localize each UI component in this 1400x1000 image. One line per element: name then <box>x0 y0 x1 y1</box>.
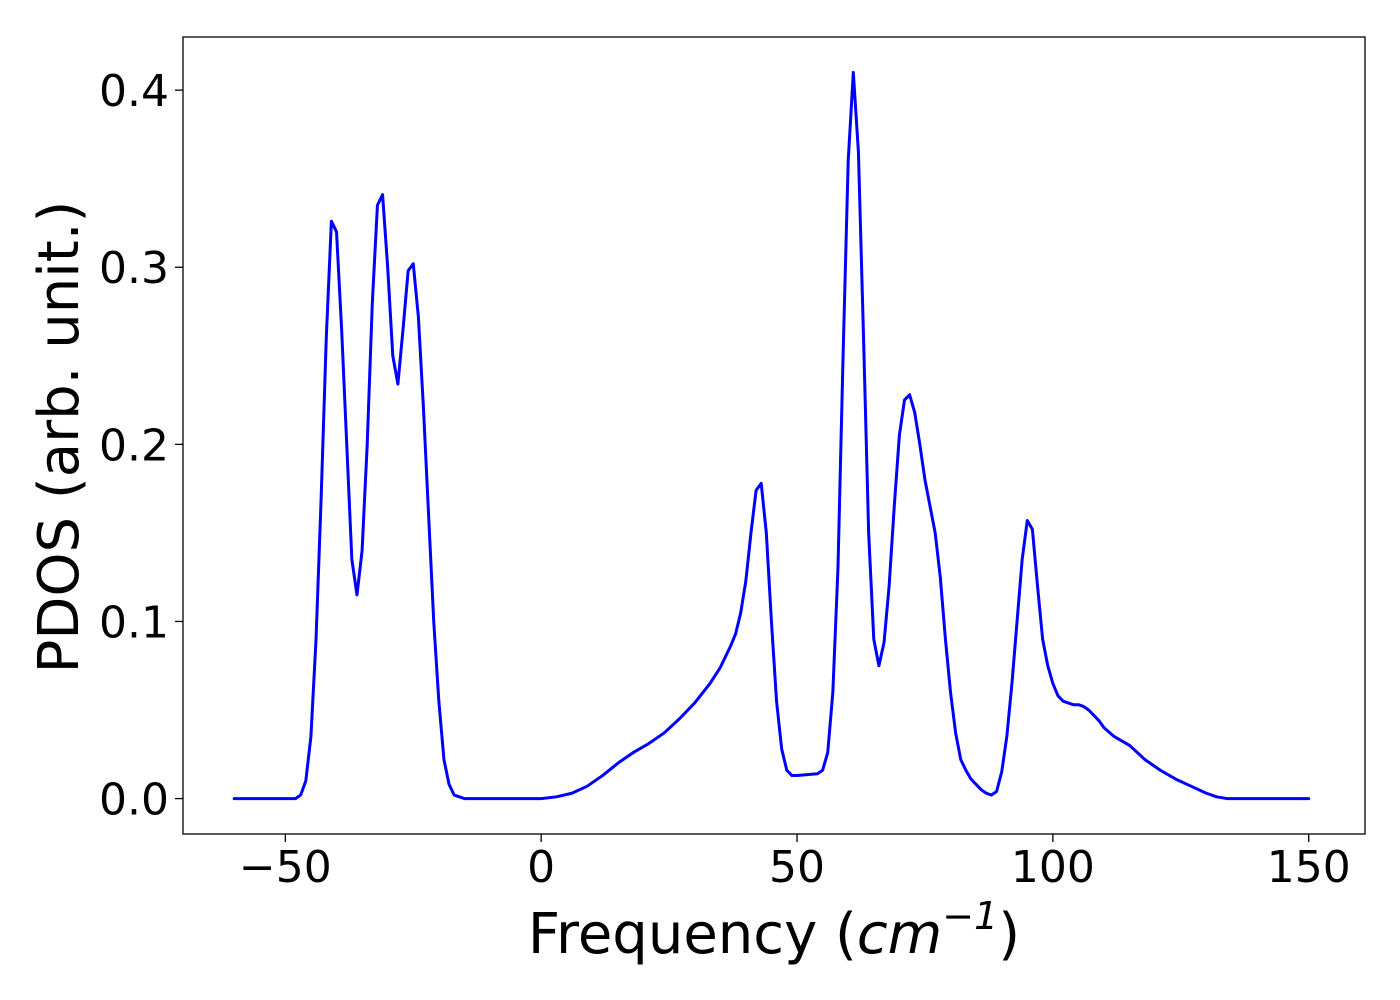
x-axis-unit-base: cm <box>857 902 942 967</box>
plot-frame <box>182 36 1366 835</box>
x-axis-title-text: Frequency <box>528 902 817 967</box>
x-tick-label: 50 <box>769 842 825 893</box>
y-tick-label: 0.0 <box>99 775 169 826</box>
y-tick-label: 0.3 <box>99 243 169 294</box>
plot-area <box>232 70 1311 801</box>
y-tick-label: 0.2 <box>99 420 169 471</box>
series-line-0 <box>232 70 1311 801</box>
x-axis-unit-exponent: −1 <box>942 894 998 938</box>
y-tick-label: 0.4 <box>99 66 169 117</box>
axes: −50 0 50 100 150 0.0 0.1 0.2 0.3 0.4 <box>99 36 1366 893</box>
x-tick-label: 150 <box>1267 842 1351 893</box>
x-axis-title: Frequency (cm−1) <box>528 894 1020 967</box>
x-tick-label: 0 <box>527 842 555 893</box>
y-tick-label: 0.1 <box>99 597 169 648</box>
x-tick-label: −50 <box>239 842 332 893</box>
y-axis-title: PDOS (arb. unit.) <box>27 201 92 674</box>
x-tick-label: 100 <box>1011 842 1095 893</box>
